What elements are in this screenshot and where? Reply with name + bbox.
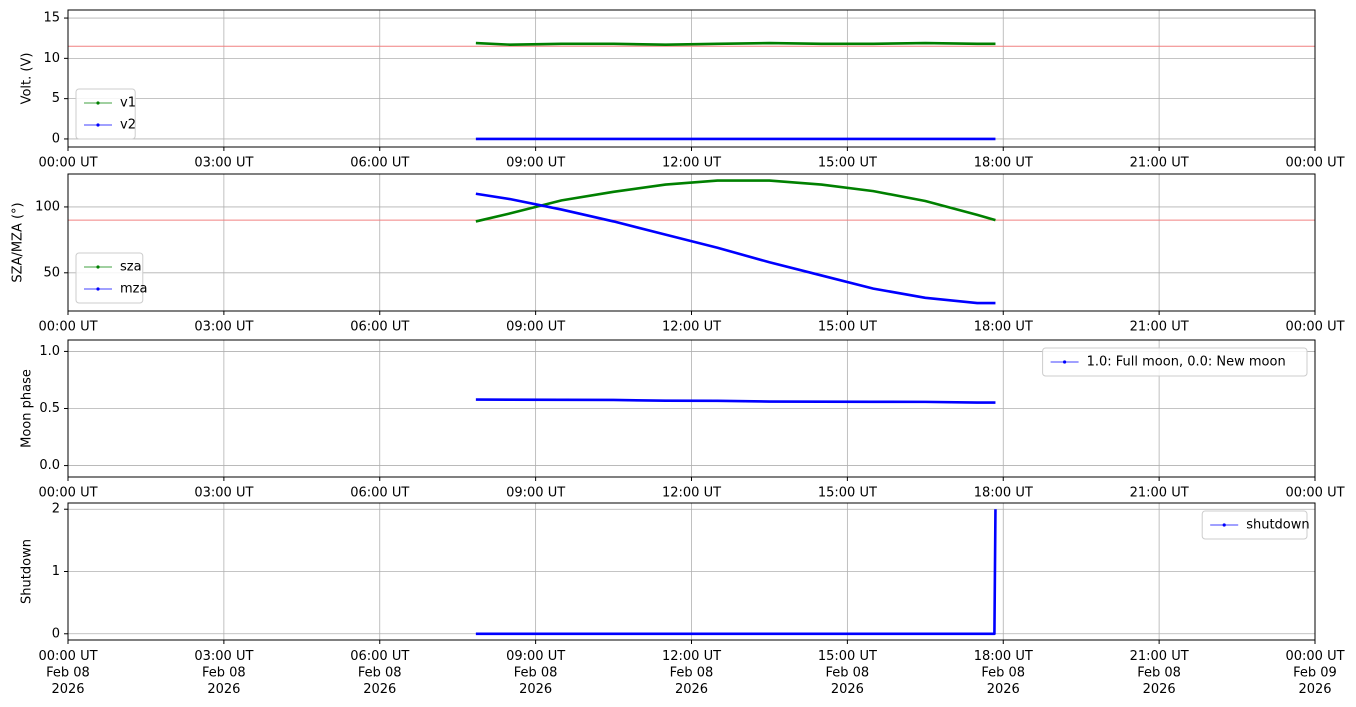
data-line xyxy=(475,398,996,404)
x-tick-label: 03:00 UT Feb 08 2026 xyxy=(194,649,253,697)
y-tick-label: 0.0 xyxy=(39,458,60,473)
y-tick-label: 1 xyxy=(52,564,60,579)
plot-frame xyxy=(67,173,1316,312)
x-tick-label: 15:00 UT xyxy=(818,320,877,335)
x-tick-label: 00:00 UT Feb 09 2026 xyxy=(1285,649,1344,697)
legend-box xyxy=(75,88,136,140)
x-tick-label: 00:00 UT xyxy=(38,486,97,501)
legend: 1.0: Full moon, 0.0: New moon xyxy=(1042,347,1308,377)
legend-box xyxy=(1201,510,1308,540)
y-tick-label: 10 xyxy=(43,51,60,66)
legend-label: mza xyxy=(120,282,147,297)
x-tick-label: 18:00 UT xyxy=(974,156,1033,171)
legend-marker xyxy=(96,123,100,127)
x-tick-label: 21:00 UT xyxy=(1130,486,1189,501)
x-tick-label: 06:00 UT xyxy=(350,156,409,171)
x-tick-label: 12:00 UT xyxy=(662,156,721,171)
legend-label: shutdown xyxy=(1246,518,1309,533)
x-tick-label: 09:00 UT xyxy=(506,486,565,501)
data-line xyxy=(475,41,996,46)
x-tick-label: 21:00 UT xyxy=(1130,156,1189,171)
y-tick-label: 0 xyxy=(52,626,60,641)
legend-marker xyxy=(96,287,100,291)
legend-box xyxy=(75,252,144,304)
x-tick-label: 18:00 UT Feb 08 2026 xyxy=(974,649,1033,697)
x-tick-label: 12:00 UT xyxy=(662,486,721,501)
legend-label: 1.0: Full moon, 0.0: New moon xyxy=(1087,355,1286,370)
y-tick-label: 0 xyxy=(52,131,60,146)
x-tick-label: 00:00 UT Feb 08 2026 xyxy=(38,649,97,697)
legend-label: v1 xyxy=(120,96,136,111)
x-tick-label: 09:00 UT xyxy=(506,320,565,335)
plot-frame xyxy=(67,9,1316,148)
x-tick-label: 00:00 UT xyxy=(1285,156,1344,171)
x-tick-label: 15:00 UT xyxy=(818,486,877,501)
legend-label: v2 xyxy=(120,118,136,133)
x-tick-label: 15:00 UT xyxy=(818,156,877,171)
x-tick-label: 15:00 UT Feb 08 2026 xyxy=(818,649,877,697)
x-tick-label: 03:00 UT xyxy=(194,156,253,171)
y-tick-label: 5 xyxy=(52,91,60,106)
legend: sza mza xyxy=(75,252,147,304)
x-tick-label: 06:00 UT xyxy=(350,486,409,501)
data-line xyxy=(475,192,996,305)
x-tick-label: 00:00 UT xyxy=(1285,320,1344,335)
legend-marker xyxy=(96,101,100,105)
x-tick-label: 21:00 UT Feb 08 2026 xyxy=(1130,649,1189,697)
legend: shutdown xyxy=(1201,510,1310,540)
data-line xyxy=(475,179,996,223)
x-tick-label: 12:00 UT xyxy=(662,320,721,335)
data-line xyxy=(475,509,997,636)
x-tick-label: 12:00 UT Feb 08 2026 xyxy=(662,649,721,697)
legend-box xyxy=(1042,347,1308,377)
y-tick-label: 15 xyxy=(43,11,60,26)
x-tick-label: 18:00 UT xyxy=(974,486,1033,501)
legend-marker xyxy=(1063,360,1067,364)
x-tick-label: 18:00 UT xyxy=(974,320,1033,335)
x-tick-label: 21:00 UT xyxy=(1130,320,1189,335)
x-tick-label: 00:00 UT xyxy=(1285,486,1344,501)
legend-marker xyxy=(1222,523,1226,527)
x-tick-label: 00:00 UT xyxy=(38,320,97,335)
y-axis-label: SZA/MZA (°) xyxy=(11,202,26,282)
x-tick-label: 03:00 UT xyxy=(194,320,253,335)
x-tick-label: 03:00 UT xyxy=(194,486,253,501)
y-axis-label: Moon phase xyxy=(20,369,35,448)
x-tick-label: 09:00 UT xyxy=(506,156,565,171)
y-tick-label: 1.0 xyxy=(39,344,60,359)
plot-frame xyxy=(67,502,1316,641)
y-tick-label: 100 xyxy=(35,199,60,214)
x-tick-label: 00:00 UT xyxy=(38,156,97,171)
x-tick-label: 09:00 UT Feb 08 2026 xyxy=(506,649,565,697)
y-tick-label: 0.5 xyxy=(39,401,60,416)
y-axis-label: Volt. (V) xyxy=(20,53,35,105)
y-tick-label: 50 xyxy=(43,265,60,280)
legend-label: sza xyxy=(120,260,142,275)
plot-frame xyxy=(67,339,1316,478)
y-tick-label: 2 xyxy=(52,502,60,517)
x-tick-label: 06:00 UT xyxy=(350,320,409,335)
y-axis-label: Shutdown xyxy=(20,539,35,604)
legend-marker xyxy=(96,265,100,269)
x-tick-label: 06:00 UT Feb 08 2026 xyxy=(350,649,409,697)
